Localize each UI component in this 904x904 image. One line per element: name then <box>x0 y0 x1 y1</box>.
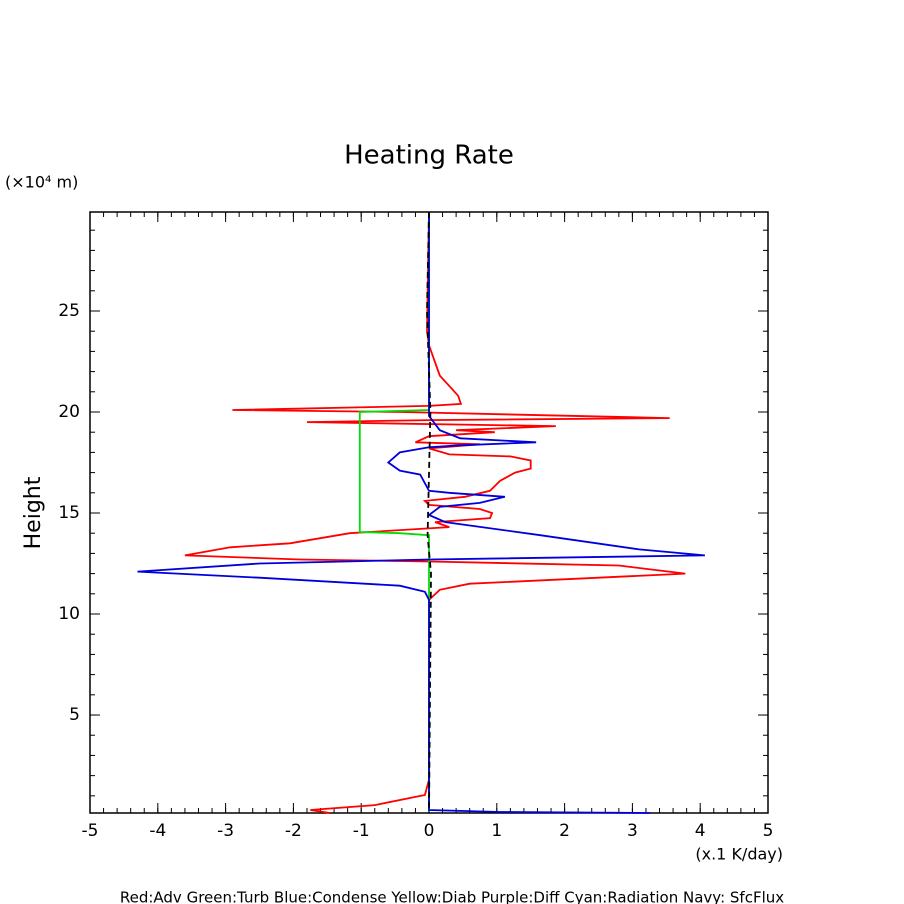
x-tick-label: 4 <box>695 821 706 841</box>
y-tick-label: 25 <box>58 301 80 321</box>
profile-line <box>358 212 430 813</box>
x-tick-label: 0 <box>424 821 435 841</box>
x-unit: (x.1 K/day) <box>695 845 783 864</box>
y-tick-label: 15 <box>58 503 80 523</box>
y-unit: (×10⁴ m) <box>5 173 78 192</box>
x-tick-label: 2 <box>559 821 570 841</box>
y-label: Height <box>21 476 46 549</box>
x-tick-label: -5 <box>82 821 99 841</box>
x-tick-label: 1 <box>491 821 502 841</box>
chart-title: Heating Rate <box>344 141 514 171</box>
x-tick-label: -4 <box>149 821 166 841</box>
profile-line <box>426 211 432 814</box>
y-tick-label: 20 <box>58 402 80 422</box>
y-tick-label: 5 <box>69 705 80 725</box>
y-tick-label: 10 <box>58 604 80 624</box>
x-tick-label: -2 <box>285 821 302 841</box>
x-tick-label: 5 <box>763 821 774 841</box>
x-tick-label: -1 <box>353 821 370 841</box>
footer: Red:Adv Green:Turb Blue:Condense Yellow:… <box>120 889 784 904</box>
x-tick-label: -3 <box>217 821 234 841</box>
x-tick-label: 3 <box>627 821 638 841</box>
profile-line <box>184 211 686 814</box>
profile-line <box>137 212 705 814</box>
